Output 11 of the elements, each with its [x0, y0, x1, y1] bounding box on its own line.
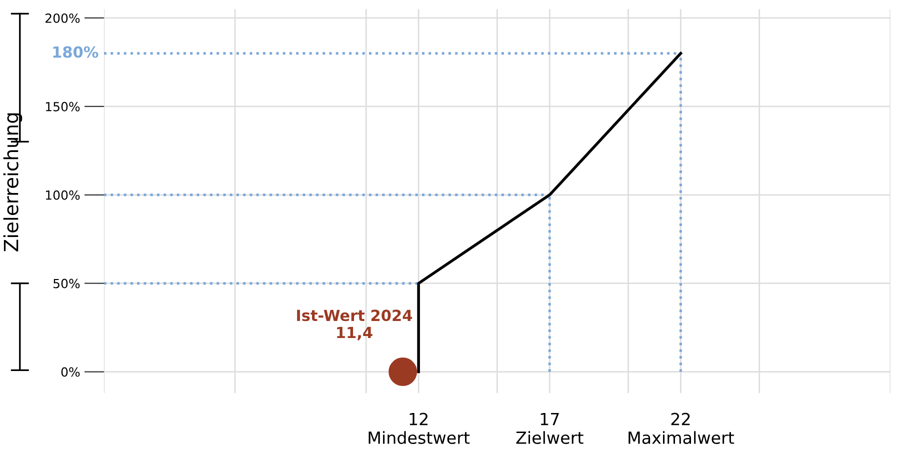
x-tick-label: 17 Zielwert: [516, 412, 584, 444]
ref-line-label: 180%: [53, 46, 98, 58]
x-tick-label: 22 Maximalwert: [628, 412, 734, 444]
y-tick-label: 150%: [46, 102, 80, 112]
x-tick-label: 12 Mindestwert: [368, 412, 470, 444]
y-tick-label: 200%: [46, 13, 80, 23]
y-tick-label: 50%: [54, 278, 80, 288]
y-tick-label: 100%: [46, 190, 80, 200]
annotation: Ist-Wert 2024 11,4: [297, 310, 412, 340]
y-axis-title: Zielerreichung: [3, 113, 22, 252]
y-tick-label: 0%: [61, 367, 80, 377]
